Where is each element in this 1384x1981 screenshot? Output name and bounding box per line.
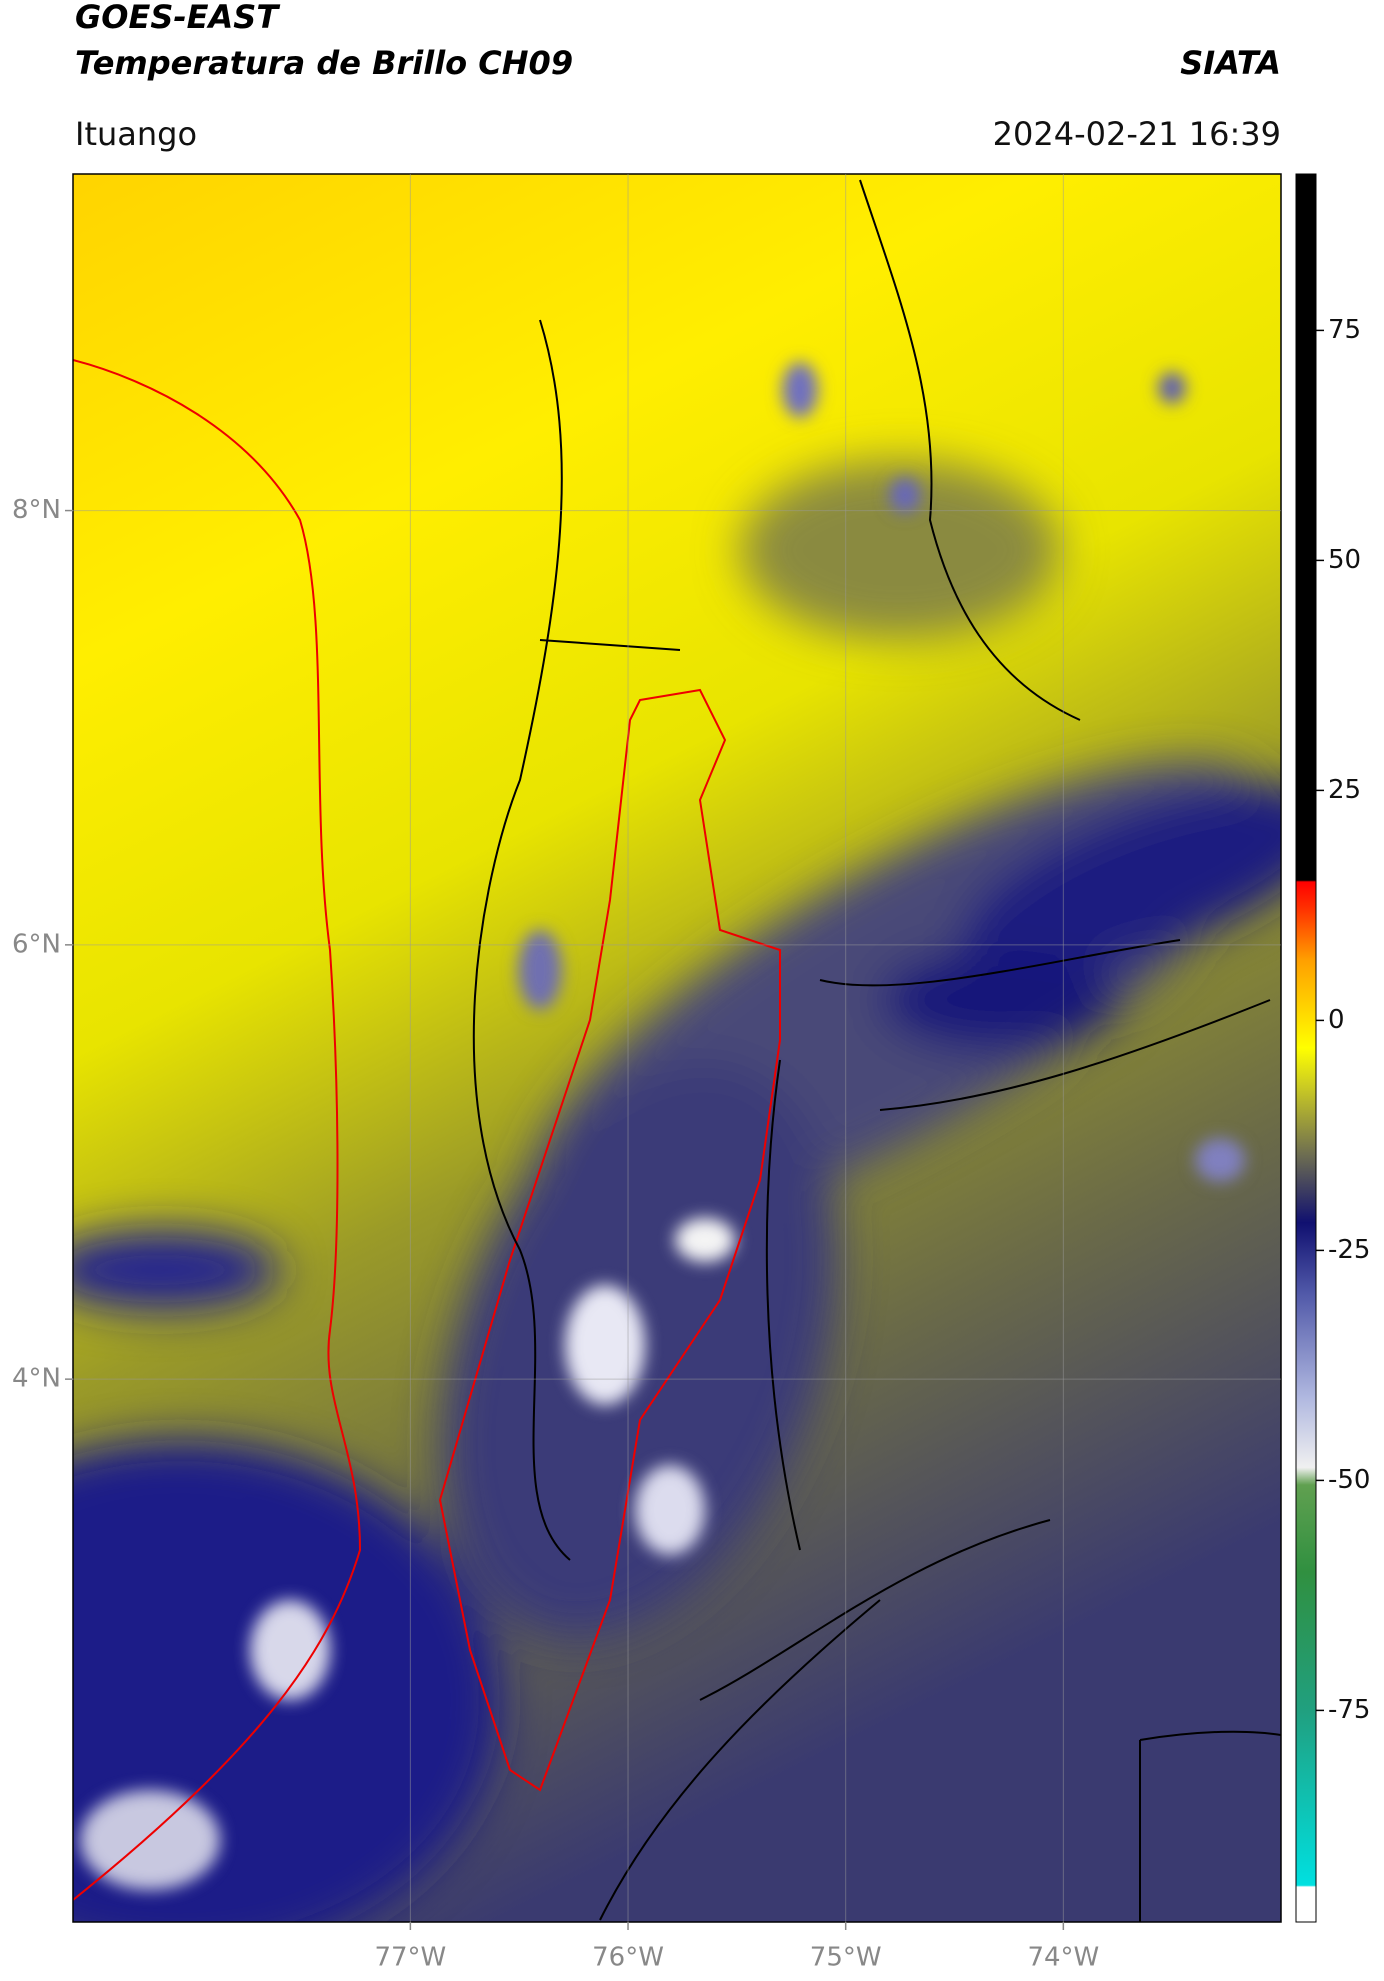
- subtitle: Temperatura de Brillo CH09: [75, 44, 573, 82]
- colorbar-tick-label: 75: [1328, 315, 1361, 345]
- y-tick-label: 8°N: [12, 495, 61, 525]
- colorbar-tick-label: -25: [1328, 1235, 1370, 1265]
- x-tick-label: 74°W: [1027, 1943, 1099, 1973]
- colorbar-tick-label: -50: [1328, 1465, 1370, 1495]
- y-tick-label: 4°N: [12, 1364, 61, 1394]
- colorbar-tick-label: -75: [1328, 1695, 1370, 1725]
- x-tick-label: 75°W: [810, 1943, 882, 1973]
- map-frame: [72, 173, 1282, 1923]
- x-tick-label: 76°W: [592, 1943, 664, 1973]
- y-tick-label: 6°N: [12, 929, 61, 959]
- colorbar: [1295, 173, 1317, 1923]
- brand: SIATA: [1180, 44, 1281, 82]
- title: GOES-EAST: [75, 0, 280, 36]
- satellite-image: [73, 174, 1281, 1922]
- colorbar-tick-label: 0: [1328, 1005, 1345, 1035]
- x-tick-label: 77°W: [374, 1943, 446, 1973]
- colorbar-tick-label: 50: [1328, 545, 1361, 575]
- location: Ituango: [75, 115, 197, 153]
- datetime: 2024-02-21 16:39: [993, 115, 1281, 153]
- colorbar-tick-label: 25: [1328, 775, 1361, 805]
